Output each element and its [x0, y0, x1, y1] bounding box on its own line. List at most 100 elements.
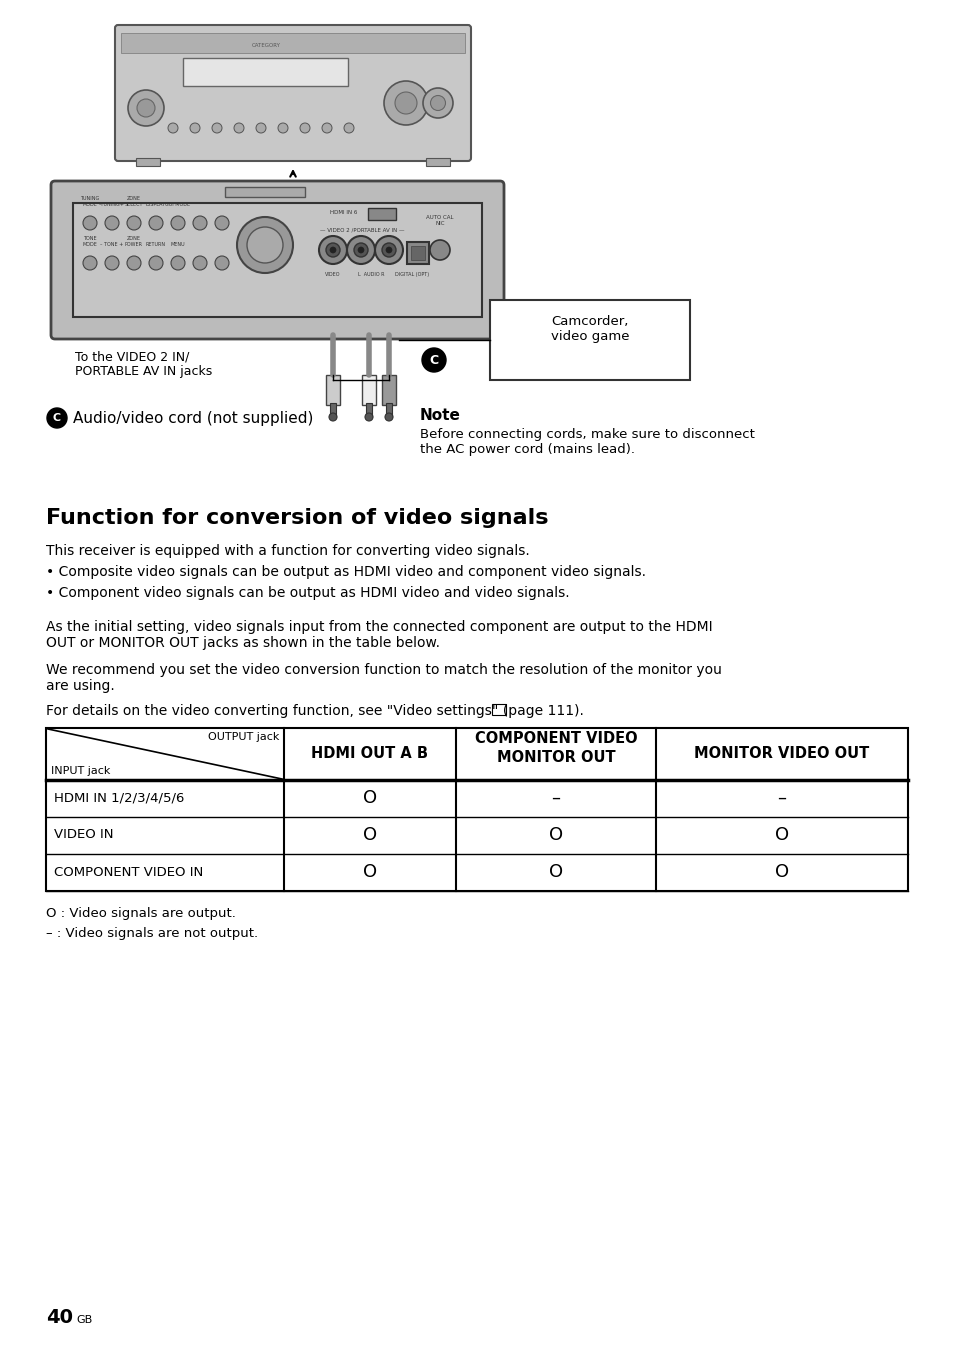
Text: O : Video signals are output.: O : Video signals are output.	[46, 907, 235, 919]
Circle shape	[326, 243, 339, 257]
Circle shape	[381, 243, 395, 257]
Text: TONE
MODE: TONE MODE	[83, 237, 97, 247]
Text: O: O	[548, 863, 562, 882]
Text: GUI MODE: GUI MODE	[165, 201, 191, 207]
Circle shape	[193, 216, 207, 230]
Text: –TUNING+: –TUNING+	[99, 201, 125, 207]
Bar	[492, 704, 505, 715]
Text: For details on the video converting function, see "⁠Video settings" (page 111).: For details on the video converting func…	[46, 704, 583, 718]
Text: C: C	[429, 353, 438, 366]
Circle shape	[171, 216, 185, 230]
Text: Function for conversion of video signals: Function for conversion of video signals	[46, 508, 548, 529]
Text: C: C	[52, 412, 61, 423]
Bar	[411, 246, 424, 260]
Text: As the initial setting, video signals input from the connected component are out: As the initial setting, video signals in…	[46, 621, 712, 650]
Text: We recommend you set the video conversion function to match the resolution of th: We recommend you set the video conversio…	[46, 662, 721, 694]
Circle shape	[214, 256, 229, 270]
Circle shape	[318, 237, 347, 264]
Text: AUTO CAL
NIC: AUTO CAL NIC	[426, 215, 454, 226]
Text: VIDEO IN: VIDEO IN	[54, 829, 113, 841]
Circle shape	[386, 247, 392, 253]
Circle shape	[83, 216, 97, 230]
Text: DIGITAL (OPT): DIGITAL (OPT)	[395, 272, 429, 277]
Text: VIDEO: VIDEO	[325, 272, 340, 277]
Bar	[136, 158, 160, 166]
Bar	[368, 208, 395, 220]
Circle shape	[83, 256, 97, 270]
Circle shape	[168, 123, 178, 132]
Text: RETURN: RETURN	[146, 242, 166, 247]
Circle shape	[422, 88, 453, 118]
Text: • Composite video signals can be output as HDMI video and component video signal: • Composite video signals can be output …	[46, 565, 645, 579]
Bar	[121, 32, 464, 53]
Text: — VIDEO 2 /PORTABLE AV IN —: — VIDEO 2 /PORTABLE AV IN —	[319, 227, 404, 233]
Circle shape	[149, 256, 163, 270]
FancyBboxPatch shape	[51, 181, 503, 339]
Text: GB: GB	[76, 1315, 92, 1325]
Text: O: O	[362, 790, 376, 807]
Text: To the VIDEO 2 IN/
PORTABLE AV IN jacks: To the VIDEO 2 IN/ PORTABLE AV IN jacks	[75, 350, 212, 379]
Bar	[326, 375, 339, 406]
Bar	[225, 187, 305, 197]
Text: O: O	[548, 826, 562, 844]
Circle shape	[127, 256, 141, 270]
Text: Camcorder,
video game: Camcorder, video game	[550, 315, 629, 343]
Circle shape	[105, 256, 119, 270]
Bar	[366, 403, 372, 416]
Text: HDMI IN 1/2/3/4/5/6: HDMI IN 1/2/3/4/5/6	[54, 791, 184, 804]
Bar	[183, 58, 348, 87]
Circle shape	[421, 347, 446, 372]
Bar	[426, 158, 450, 166]
Circle shape	[277, 123, 288, 132]
Text: This receiver is equipped with a function for converting video signals.: This receiver is equipped with a functio…	[46, 544, 529, 558]
Circle shape	[255, 123, 266, 132]
Bar	[361, 375, 375, 406]
Text: DISPLAY: DISPLAY	[146, 201, 166, 207]
Text: CATEGORY: CATEGORY	[252, 43, 280, 49]
Text: COMPONENT VIDEO
MONITOR OUT: COMPONENT VIDEO MONITOR OUT	[475, 730, 637, 765]
Text: O: O	[774, 863, 788, 882]
Text: MONITOR VIDEO OUT: MONITOR VIDEO OUT	[694, 746, 869, 761]
Circle shape	[128, 91, 164, 126]
Text: ZONE
POWER: ZONE POWER	[125, 237, 143, 247]
FancyBboxPatch shape	[115, 24, 471, 161]
Circle shape	[430, 241, 450, 260]
Circle shape	[247, 227, 283, 264]
Circle shape	[190, 123, 200, 132]
Text: Before connecting cords, make sure to disconnect
the AC power cord (mains lead).: Before connecting cords, make sure to di…	[419, 429, 754, 456]
Bar	[46, 727, 907, 891]
Text: L  AUDIO R: L AUDIO R	[357, 272, 384, 277]
Text: – TONE +: – TONE +	[100, 242, 124, 247]
Circle shape	[344, 123, 354, 132]
Text: INPUT jack: INPUT jack	[51, 767, 111, 776]
Circle shape	[171, 256, 185, 270]
Text: MENU: MENU	[171, 242, 185, 247]
Circle shape	[299, 123, 310, 132]
Bar	[407, 242, 429, 264]
Circle shape	[330, 247, 335, 253]
Text: 40: 40	[46, 1307, 73, 1328]
Text: Note: Note	[419, 408, 460, 423]
Text: ZONE
SELECT: ZONE SELECT	[125, 196, 143, 207]
Circle shape	[149, 216, 163, 230]
Text: OUTPUT jack: OUTPUT jack	[208, 731, 278, 742]
Circle shape	[354, 243, 368, 257]
Text: HDMI IN 6: HDMI IN 6	[330, 210, 357, 215]
Circle shape	[384, 81, 428, 124]
Bar	[490, 300, 689, 380]
Text: • Component video signals can be output as HDMI video and video signals.: • Component video signals can be output …	[46, 585, 569, 600]
Circle shape	[105, 216, 119, 230]
Circle shape	[329, 412, 336, 420]
Text: O: O	[774, 826, 788, 844]
Bar	[386, 403, 392, 416]
Circle shape	[137, 99, 154, 118]
Text: COMPONENT VIDEO IN: COMPONENT VIDEO IN	[54, 865, 203, 879]
Text: HDMI OUT A B: HDMI OUT A B	[312, 746, 428, 761]
Text: TUNING
MODE: TUNING MODE	[80, 196, 99, 207]
Bar	[73, 203, 481, 316]
Text: Audio/video cord (not supplied): Audio/video cord (not supplied)	[73, 411, 313, 426]
Circle shape	[375, 237, 402, 264]
Text: O: O	[362, 826, 376, 844]
Circle shape	[212, 123, 222, 132]
Circle shape	[385, 412, 393, 420]
